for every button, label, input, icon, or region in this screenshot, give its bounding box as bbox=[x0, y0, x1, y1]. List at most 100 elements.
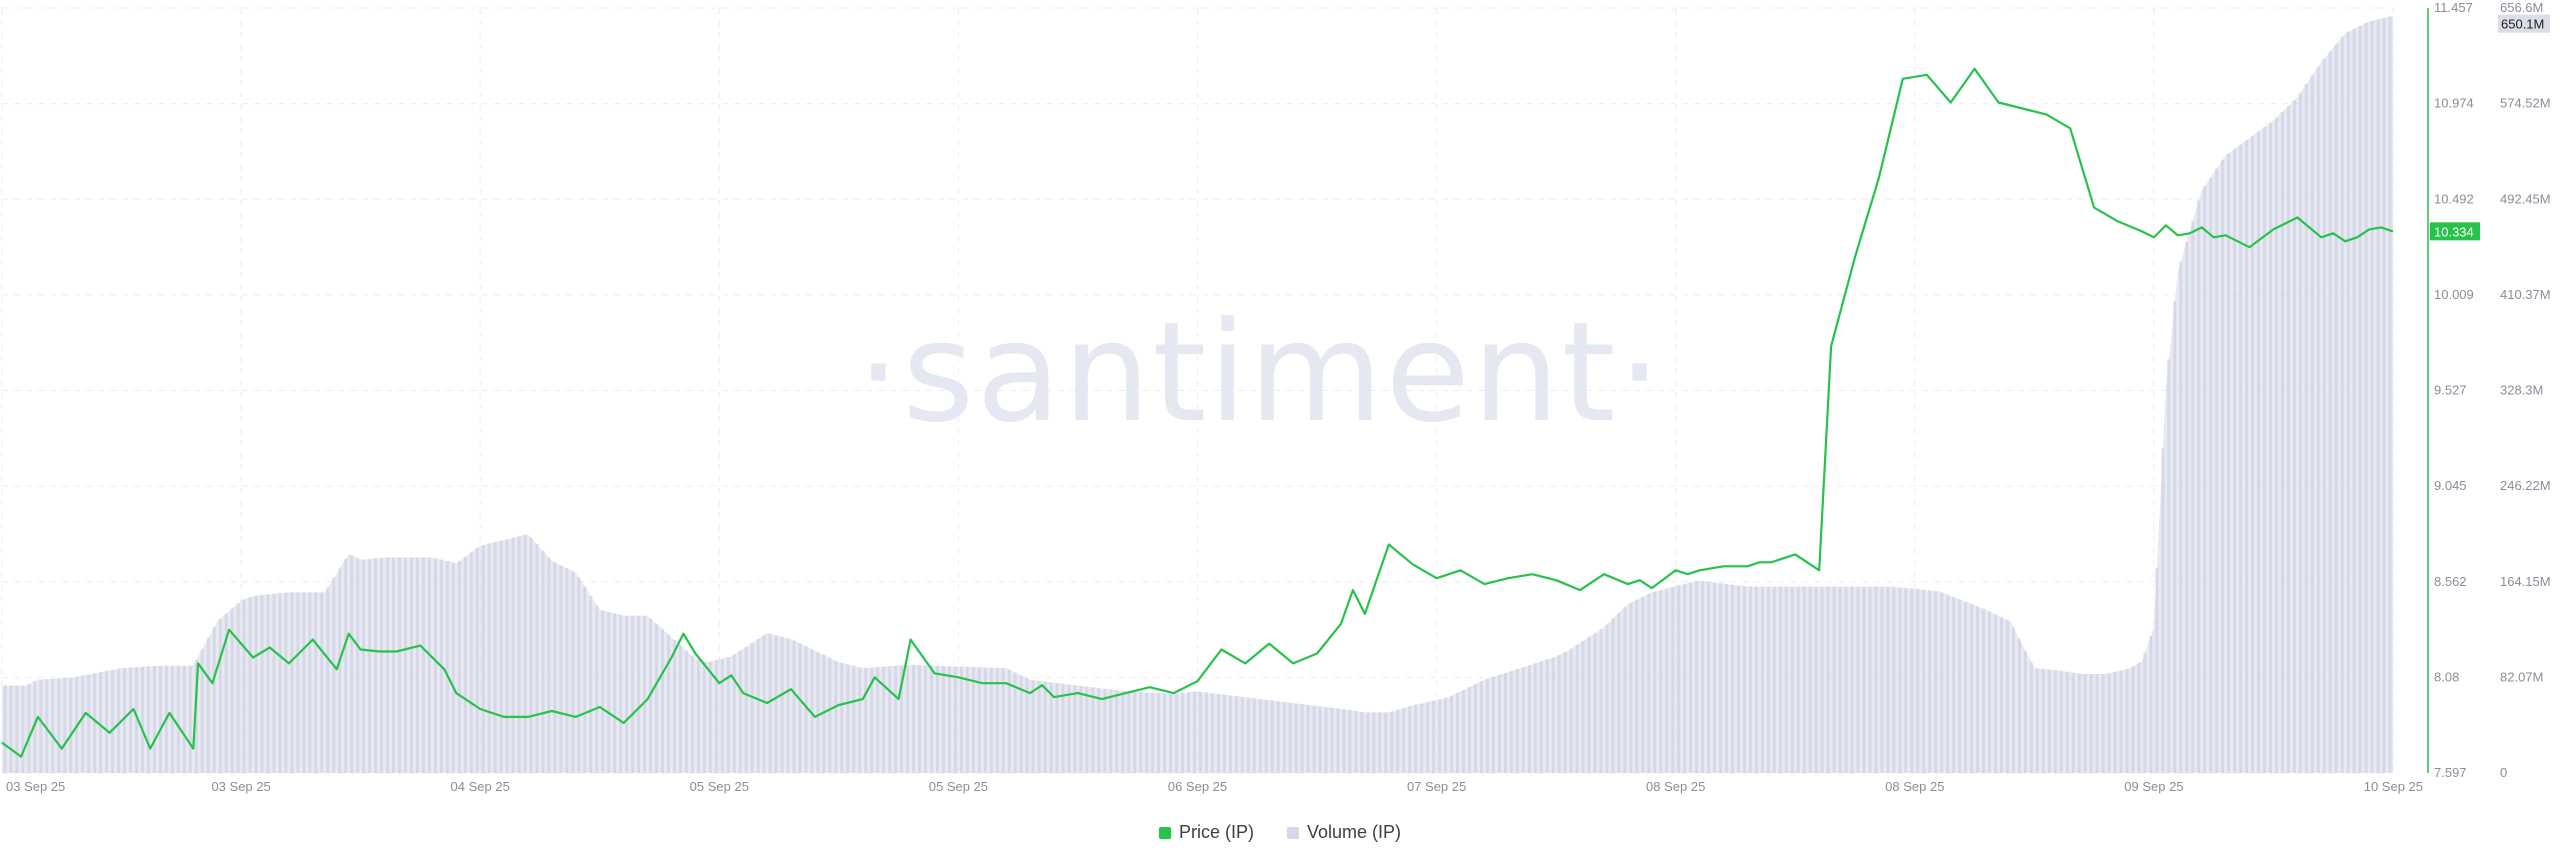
volume-bar bbox=[774, 635, 778, 773]
volume-bar bbox=[1808, 586, 1812, 773]
volume-bar bbox=[1450, 695, 1453, 773]
volume-bar bbox=[1569, 648, 1573, 773]
volume-bar bbox=[117, 668, 121, 773]
volume-bar bbox=[2011, 627, 2015, 773]
volume-bar bbox=[1689, 582, 1693, 773]
volume-bar bbox=[1587, 637, 1591, 773]
volume-bar bbox=[302, 592, 306, 773]
volume-bar bbox=[1844, 586, 1848, 773]
volume-bar bbox=[2113, 671, 2117, 773]
volume-bar bbox=[535, 544, 539, 773]
volume-bar bbox=[2245, 140, 2249, 773]
volume-bar bbox=[2149, 635, 2153, 773]
volume-bar bbox=[63, 678, 67, 773]
volume-bar bbox=[798, 643, 802, 773]
volume-bar bbox=[930, 665, 933, 773]
volume-bar bbox=[2280, 111, 2284, 774]
volume-bar bbox=[2263, 127, 2266, 774]
volume-bar bbox=[2029, 662, 2033, 773]
volume-bar bbox=[529, 537, 533, 773]
volume-bar bbox=[1533, 663, 1537, 773]
volume-bar bbox=[1665, 588, 1669, 773]
volume-bar bbox=[1300, 704, 1304, 773]
volume-bar bbox=[2065, 671, 2069, 773]
volume-bar bbox=[2269, 122, 2272, 773]
volume-bar bbox=[39, 679, 43, 773]
volume-bar bbox=[619, 615, 623, 773]
volume-bar bbox=[1360, 712, 1364, 773]
volume-bar bbox=[487, 543, 491, 773]
volume-bar bbox=[2388, 16, 2392, 773]
volume-bar bbox=[1426, 702, 1430, 773]
volume-bar bbox=[2083, 674, 2087, 773]
volume-bar bbox=[864, 667, 868, 773]
volume-bar bbox=[959, 666, 963, 773]
volume-bar bbox=[655, 623, 658, 773]
volume-bar bbox=[995, 667, 999, 773]
volume-bar bbox=[33, 681, 37, 773]
volume-bar bbox=[565, 568, 569, 773]
volume-bar bbox=[1133, 691, 1137, 773]
volume-bar bbox=[1617, 612, 1621, 773]
volume-bar bbox=[1539, 661, 1543, 773]
volume-bar bbox=[1599, 629, 1603, 773]
volume-bar bbox=[2257, 131, 2260, 773]
volume-bar bbox=[350, 555, 354, 773]
volume-bar bbox=[152, 666, 156, 773]
volume-bar bbox=[1109, 689, 1113, 773]
x-tick-label: 08 Sep 25 bbox=[1646, 779, 1705, 794]
volume-bar bbox=[1222, 694, 1226, 773]
volume-tick-label: 656.6M bbox=[2500, 0, 2543, 15]
volume-bar bbox=[2119, 670, 2123, 773]
volume-bar bbox=[1581, 641, 1585, 773]
volume-bar bbox=[188, 665, 192, 773]
volume-bar bbox=[1659, 590, 1663, 773]
volume-bar bbox=[834, 660, 838, 773]
volume-bar bbox=[1766, 586, 1770, 773]
volume-bar bbox=[2328, 51, 2332, 773]
x-tick-label: 07 Sep 25 bbox=[1407, 779, 1466, 794]
legend-swatch-volume bbox=[1286, 826, 1299, 839]
legend-item-price[interactable]: Price (IP) bbox=[1158, 822, 1254, 843]
volume-bar bbox=[1922, 589, 1926, 773]
volume-bar bbox=[2047, 669, 2051, 773]
volume-bar bbox=[613, 613, 617, 773]
legend-swatch-price bbox=[1158, 826, 1171, 839]
volume-bar bbox=[1216, 694, 1220, 773]
price-axis: 11.457 10.974 10.492 10.009 9.527 9.045 8.562 8… bbox=[2427, 0, 2474, 780]
volume-bar bbox=[129, 667, 132, 773]
volume-bar bbox=[1862, 586, 1866, 773]
volume-bar bbox=[804, 646, 808, 773]
volume-bar bbox=[200, 648, 204, 773]
volume-bar bbox=[1282, 702, 1286, 773]
volume-bar bbox=[1067, 684, 1071, 773]
volume-bar bbox=[93, 673, 97, 773]
volume-bar bbox=[1420, 703, 1424, 773]
volume-bar bbox=[1964, 601, 1968, 773]
volume-bar bbox=[1838, 586, 1842, 773]
volume-bar bbox=[170, 665, 174, 773]
volume-bar bbox=[21, 685, 25, 773]
volume-bar bbox=[583, 586, 587, 773]
current-volume-badge bbox=[2498, 14, 2550, 33]
volume-bar bbox=[99, 672, 103, 773]
volume-bar bbox=[732, 654, 736, 773]
current-volume-label: 650.1M bbox=[2501, 17, 2544, 32]
volume-bar bbox=[1671, 587, 1675, 773]
price-tick-label: 10.009 bbox=[2434, 287, 2474, 302]
volume-bar bbox=[242, 599, 246, 773]
volume-bar bbox=[1258, 699, 1262, 773]
volume-bar bbox=[2059, 670, 2063, 773]
volume-bar bbox=[744, 646, 748, 773]
volume-bar bbox=[2209, 177, 2213, 774]
volume-bar bbox=[493, 542, 497, 773]
legend-item-volume[interactable]: Volume (IP) bbox=[1286, 822, 1401, 843]
volume-bar bbox=[1521, 667, 1525, 773]
volume-bar bbox=[1139, 692, 1143, 773]
volume-bar bbox=[123, 667, 126, 773]
volume-bar bbox=[212, 627, 216, 773]
volume-bar bbox=[2071, 672, 2075, 773]
volume-bar bbox=[1928, 590, 1932, 773]
volume-bar bbox=[362, 559, 366, 773]
volume-bar bbox=[15, 685, 19, 773]
